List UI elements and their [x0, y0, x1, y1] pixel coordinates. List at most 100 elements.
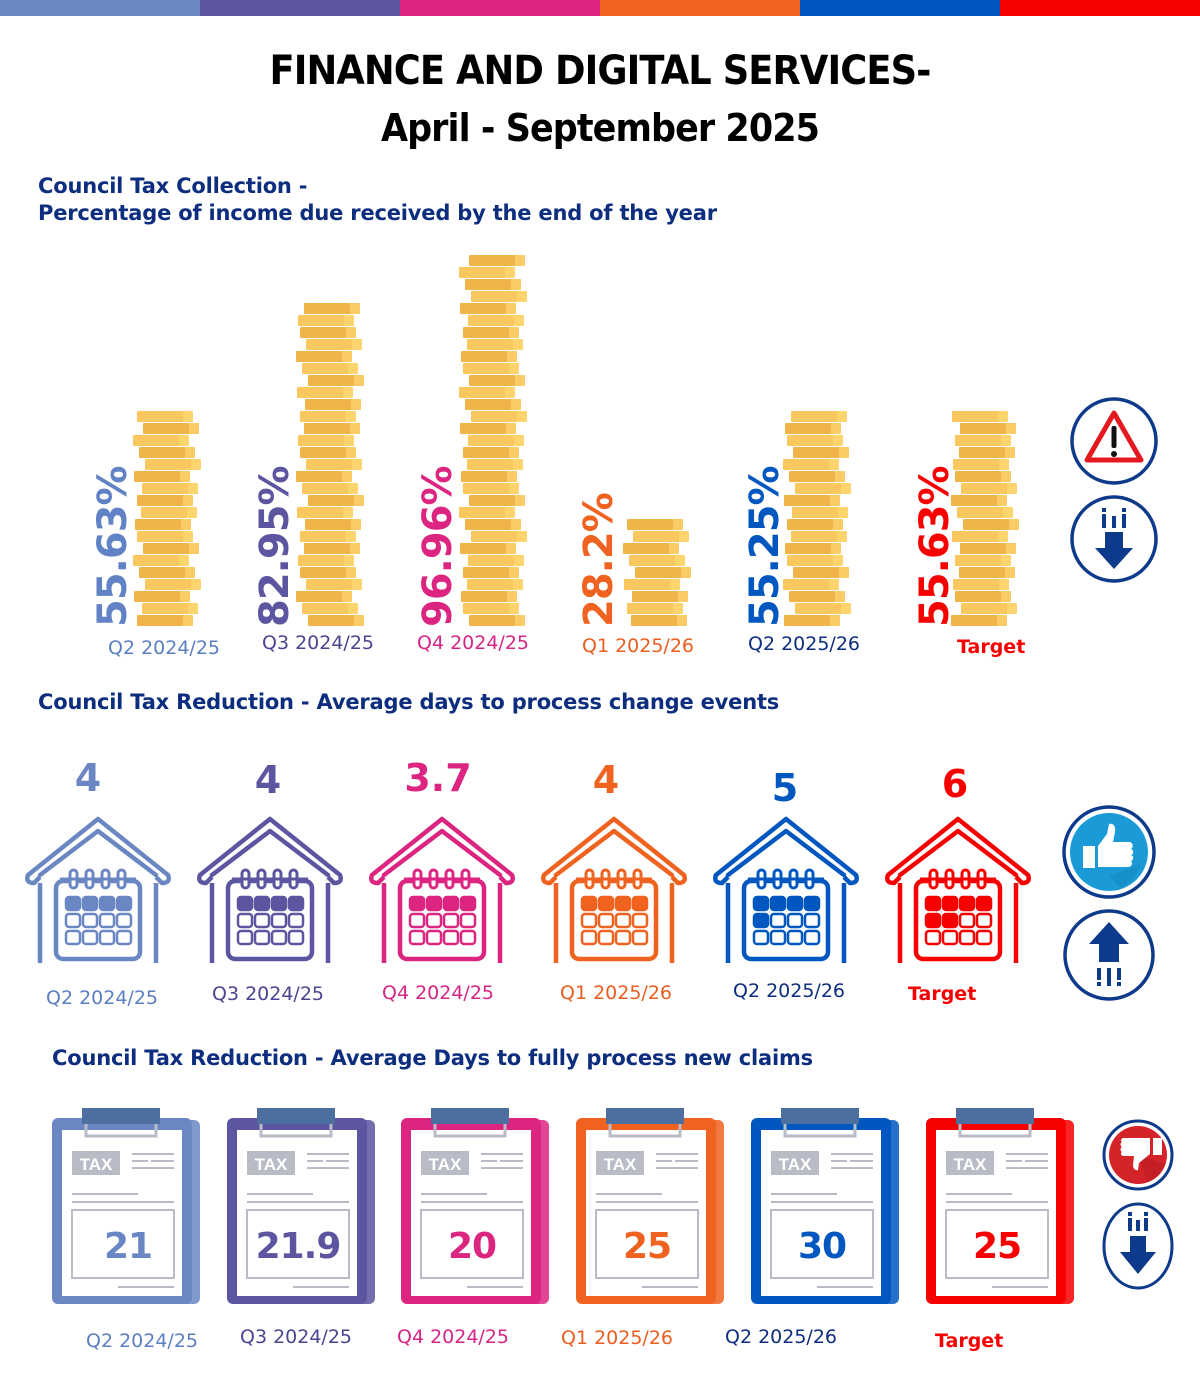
coin [623, 543, 679, 554]
coin [783, 579, 839, 590]
tax-label: TAX [255, 1155, 288, 1174]
color-segment [0, 0, 200, 16]
coin [793, 447, 849, 458]
coin [463, 363, 519, 374]
coin [300, 531, 356, 542]
coin [459, 267, 515, 278]
coin [467, 339, 523, 350]
coin [787, 435, 843, 446]
tax-label: TAX [954, 1155, 987, 1174]
coin [306, 459, 362, 470]
thumbs-up-icon [1062, 805, 1156, 899]
coin [961, 603, 1017, 614]
coin [955, 555, 1011, 566]
coin [463, 567, 519, 578]
coin [955, 591, 1011, 602]
coin [792, 507, 848, 518]
percentage-value: 55.63% [912, 466, 958, 627]
coin [469, 375, 525, 386]
coin [137, 531, 193, 542]
tax-clipboard-icon: TAX 25 [576, 1108, 724, 1304]
coin [959, 447, 1015, 458]
coin [142, 483, 198, 494]
coin [306, 579, 362, 590]
coin [795, 603, 851, 614]
coin [305, 399, 361, 410]
coin [468, 555, 524, 566]
days-value: 21.9 [256, 1226, 341, 1267]
coin [461, 351, 517, 362]
coin [631, 615, 687, 626]
color-segment [600, 0, 800, 16]
coin [471, 411, 527, 422]
period-label: Q3 2024/25 [262, 632, 375, 654]
warning-icon [1070, 397, 1158, 485]
coin [784, 495, 840, 506]
color-segment [800, 0, 1000, 16]
coin [300, 567, 356, 578]
days-value: 6 [941, 762, 969, 806]
coin [795, 483, 851, 494]
coin [298, 555, 354, 566]
page-subtitle: April - September 2025 [380, 106, 820, 150]
coin [300, 447, 356, 458]
coin [793, 567, 849, 578]
coin [141, 507, 197, 518]
percentage-value: 55.63% [90, 466, 136, 627]
days-value: 25 [973, 1226, 1021, 1267]
period-label: Q2 2024/25 [86, 1330, 199, 1352]
coin [960, 423, 1016, 434]
coin [460, 423, 516, 434]
days-value: 25 [623, 1226, 671, 1267]
house-calendar-icon [369, 816, 515, 963]
color-segment [200, 0, 400, 16]
period-label: Target [935, 1330, 1004, 1352]
coin [789, 471, 845, 482]
page-title: FINANCE AND DIGITAL SERVICES- [269, 48, 931, 94]
coin [145, 579, 201, 590]
tax-label: TAX [604, 1155, 637, 1174]
days-value: 4 [254, 758, 282, 802]
thumbs-down-icon [1102, 1119, 1174, 1191]
coin [465, 399, 521, 410]
coin [632, 591, 688, 602]
coin [298, 315, 354, 326]
coin [139, 567, 195, 578]
days-value: 4 [74, 756, 102, 800]
coin [459, 507, 515, 518]
coin [791, 411, 847, 422]
tax-label: TAX [779, 1155, 812, 1174]
percentage-value: 55.25% [742, 466, 788, 627]
coin [465, 279, 521, 290]
coin [306, 339, 362, 350]
coin [460, 543, 516, 554]
coin [471, 291, 527, 302]
coin [298, 435, 354, 446]
coin [953, 579, 1009, 590]
percentage-value: 96.96% [415, 466, 461, 627]
coin [137, 411, 193, 422]
trend-up-icon [1063, 909, 1155, 1001]
coin [627, 603, 683, 614]
coin [957, 507, 1013, 518]
coin [308, 375, 364, 386]
period-label: Q3 2024/25 [212, 983, 325, 1005]
coin [137, 615, 193, 626]
coin [952, 411, 1008, 422]
coin [791, 531, 847, 542]
coin [142, 603, 198, 614]
coin [960, 543, 1016, 554]
period-label: Q4 2024/25 [417, 632, 530, 654]
period-label: Q3 2024/25 [240, 1326, 353, 1348]
days-value: 3.7 [404, 756, 472, 800]
coin [461, 591, 517, 602]
color-segment [400, 0, 600, 16]
coin [469, 615, 525, 626]
coin [296, 471, 352, 482]
coin [785, 543, 841, 554]
coin [300, 327, 356, 338]
section-heading-line: Percentage of income due received by the… [38, 201, 717, 225]
coin [467, 579, 523, 590]
tax-clipboard-icon: TAX 20 [401, 1108, 549, 1304]
coin [304, 423, 360, 434]
